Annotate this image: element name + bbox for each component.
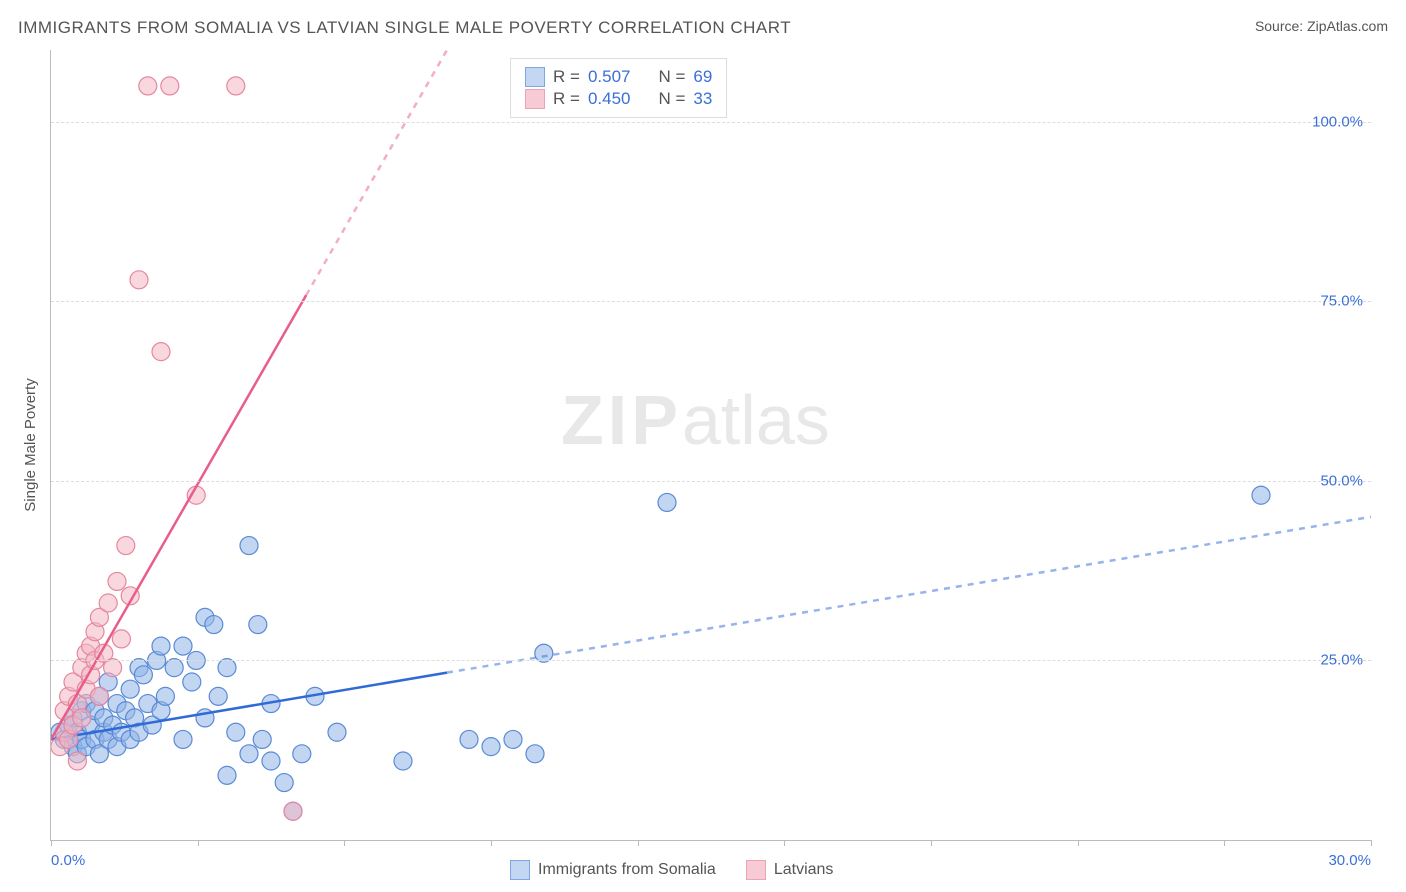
scatter-point: [117, 537, 135, 555]
x-tick: [784, 840, 785, 846]
scatter-point: [139, 77, 157, 95]
x-tick: [1224, 840, 1225, 846]
bottom-legend: Immigrants from Somalia Latvians: [510, 860, 833, 880]
trend-line-dash: [306, 50, 447, 295]
scatter-point: [293, 745, 311, 763]
scatter-point: [174, 730, 192, 748]
scatter-point: [174, 637, 192, 655]
scatter-point: [460, 730, 478, 748]
scatter-point: [526, 745, 544, 763]
scatter-point: [249, 616, 267, 634]
x-tick: [931, 840, 932, 846]
scatter-point: [90, 687, 108, 705]
stats-n-value: 33: [693, 89, 712, 109]
scatter-point: [152, 343, 170, 361]
legend-swatch: [525, 89, 545, 109]
scatter-point: [227, 723, 245, 741]
y-tick-label: 50.0%: [1320, 472, 1363, 489]
scatter-point: [504, 730, 522, 748]
scatter-point: [284, 802, 302, 820]
gridline: [51, 122, 1371, 123]
x-tick-label: 30.0%: [1328, 852, 1371, 869]
x-tick: [638, 840, 639, 846]
x-tick: [491, 840, 492, 846]
scatter-point: [68, 752, 86, 770]
scatter-point: [275, 774, 293, 792]
scatter-point: [121, 680, 139, 698]
scatter-point: [482, 738, 500, 756]
scatter-point: [328, 723, 346, 741]
scatter-point: [218, 766, 236, 784]
x-tick: [344, 840, 345, 846]
stats-r-label: R =: [553, 89, 580, 109]
scatter-point: [227, 77, 245, 95]
bottom-legend-label: Immigrants from Somalia: [538, 861, 716, 879]
y-tick-label: 100.0%: [1312, 113, 1363, 130]
x-tick-label: 0.0%: [51, 852, 85, 869]
stats-row: R = 0.507 N = 69: [525, 67, 712, 87]
source-label: Source: ZipAtlas.com: [1255, 18, 1388, 34]
bottom-legend-item: Latvians: [746, 860, 834, 880]
gridline: [51, 481, 1371, 482]
scatter-point: [73, 709, 91, 727]
scatter-point: [108, 572, 126, 590]
stats-r-value: 0.507: [588, 67, 631, 87]
scatter-point: [99, 594, 117, 612]
scatter-point: [394, 752, 412, 770]
y-axis-title: Single Male Poverty: [22, 378, 39, 511]
stats-n-value: 69: [693, 67, 712, 87]
chart-title: IMMIGRANTS FROM SOMALIA VS LATVIAN SINGL…: [18, 18, 791, 38]
legend-swatch: [525, 67, 545, 87]
stats-r-label: R =: [553, 67, 580, 87]
scatter-point: [156, 687, 174, 705]
gridline: [51, 301, 1371, 302]
x-tick: [1371, 840, 1372, 846]
stats-r-value: 0.450: [588, 89, 631, 109]
legend-swatch: [510, 860, 530, 880]
gridline: [51, 660, 1371, 661]
plot-area: ZIPatlas 25.0%50.0%75.0%100.0%0.0%30.0%: [50, 50, 1371, 841]
x-tick: [198, 840, 199, 846]
stats-n-label: N =: [658, 89, 685, 109]
x-tick: [1078, 840, 1079, 846]
y-tick-label: 75.0%: [1320, 293, 1363, 310]
scatter-point: [658, 493, 676, 511]
stats-n-label: N =: [658, 67, 685, 87]
scatter-point: [253, 730, 271, 748]
scatter-point: [209, 687, 227, 705]
legend-swatch: [746, 860, 766, 880]
bottom-legend-label: Latvians: [774, 861, 834, 879]
trend-line-dash: [447, 517, 1371, 673]
scatter-point: [130, 271, 148, 289]
scatter-point: [205, 616, 223, 634]
chart-svg: [51, 50, 1371, 840]
bottom-legend-item: Immigrants from Somalia: [510, 860, 716, 880]
scatter-point: [183, 673, 201, 691]
x-tick: [51, 840, 52, 846]
scatter-point: [240, 745, 258, 763]
stats-legend-box: R = 0.507 N = 69 R = 0.450 N = 33: [510, 58, 727, 118]
y-tick-label: 25.0%: [1320, 652, 1363, 669]
scatter-point: [1252, 486, 1270, 504]
scatter-point: [262, 752, 280, 770]
scatter-point: [240, 537, 258, 555]
scatter-point: [161, 77, 179, 95]
scatter-point: [112, 630, 130, 648]
scatter-point: [134, 666, 152, 684]
stats-row: R = 0.450 N = 33: [525, 89, 712, 109]
scatter-point: [152, 637, 170, 655]
